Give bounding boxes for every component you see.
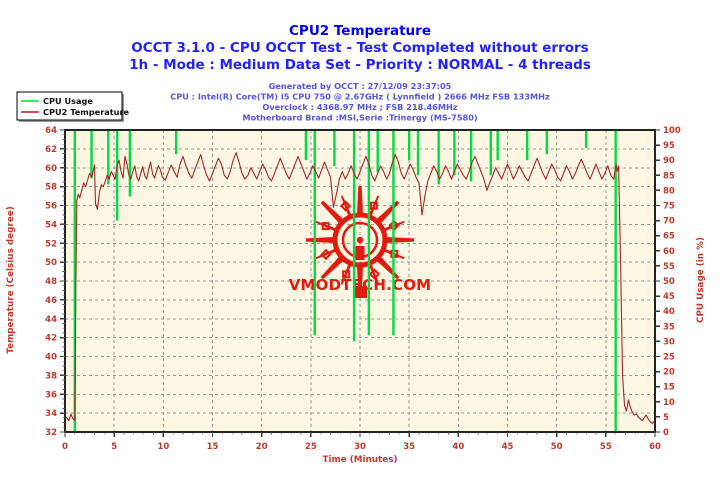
y-axis-left-tick: 54 [45,220,57,230]
y-axis-left-tick: 40 [45,353,57,363]
x-axis-tick: 15 [207,442,219,452]
y-axis-right-tick: 85 [663,171,675,181]
y-axis-left-tick: 52 [45,239,57,249]
y-axis-left-tick: 60 [45,164,57,174]
y-axis-left: 32 34 36 38 40 42 44 46 48 50 52 54 56 58 60 62 64 [45,126,65,438]
y-axis-left-tick: 44 [45,315,57,325]
y-axis-right-tick: 20 [663,368,675,378]
y-axis-right-tick: 55 [663,262,675,272]
y-axis-right-tick: 15 [663,383,675,393]
y-axis-right-tick: 95 [663,141,675,151]
y-axis-left-tick: 56 [45,202,57,212]
y-axis-right-tick: 75 [663,202,675,212]
info-generated: Generated by OCCT : 27/12/09 23:37:05 [269,81,452,91]
watermark: VMODTECH.COM [289,186,432,298]
legend-label: CPU Usage [43,96,93,106]
y-axis-left-tick: 48 [45,277,57,287]
y-axis-right-title: CPU Usage (in %) [696,237,706,323]
y-axis-right-tick: 65 [663,232,675,242]
y-axis-left-tick: 38 [45,371,57,381]
y-axis-left-tick: 36 [45,390,57,400]
y-axis-right-tick: 70 [663,217,675,227]
y-axis-right-tick: 80 [663,186,675,196]
y-axis-right-tick: 10 [663,398,675,408]
x-axis-tick: 60 [649,442,661,452]
legend-label: CPU2 Temperature [43,107,130,117]
y-axis-right-tick: 50 [663,277,675,287]
y-axis-left-tick: 50 [45,258,57,268]
x-axis-tick: 10 [157,442,169,452]
y-axis-left-tick: 34 [45,409,57,419]
y-axis-right-tick: 30 [663,337,675,347]
info-motherboard: Motherboard Brand :MSI,Serie :Trinergy (… [242,113,478,123]
x-axis-tick: 20 [256,442,268,452]
subtitle-test-config: 1h - Mode : Medium Data Set - Priority :… [129,57,591,73]
x-axis-tick: 40 [452,442,464,452]
y-axis-right-tick: 100 [663,126,681,136]
x-axis-tick: 45 [502,442,514,452]
x-axis-tick: 5 [111,442,117,452]
y-axis-right-tick: 5 [663,413,669,423]
watermark-text: VMODTECH.COM [289,276,432,294]
y-axis-left-tick: 64 [45,126,57,136]
y-axis-right-tick: 60 [663,247,675,257]
y-axis-left-tick: 42 [45,334,57,344]
y-axis-right-tick: 40 [663,307,675,317]
x-axis-tick: 30 [354,442,366,452]
y-axis-left-tick: 46 [45,296,57,306]
y-axis-right-tick: 35 [663,322,675,332]
info-overclock: Overclock : 4368.97 MHz ; FSB 218.46MHz [262,102,458,112]
y-axis-right-tick: 0 [663,428,669,438]
y-axis-left-tick: 62 [45,145,57,155]
y-axis-left-title: Temperature (Celsius degree) [6,206,16,353]
y-axis-right-tick: 25 [663,353,675,363]
grid-lines [65,129,655,433]
x-axis: 0 5 10 15 20 25 30 35 40 45 50 55 60 [62,432,661,452]
x-axis-tick: 55 [600,442,612,452]
x-axis-title: Time (Minutes) [323,455,398,465]
x-axis-tick: 35 [403,442,415,452]
subtitle-test-status: OCCT 3.1.0 - CPU OCCT Test - Test Comple… [131,40,588,56]
y-axis-right-tick: 45 [663,292,675,302]
y-axis-right-tick: 90 [663,156,675,166]
y-axis-left-tick: 32 [45,428,57,438]
x-axis-tick: 25 [305,442,317,452]
y-axis-left-tick: 58 [45,183,57,193]
y-axis-right: 0 5 10 15 20 25 30 35 40 45 50 55 60 65 70 75 80 85 90 95 10… [655,126,681,438]
x-axis-tick: 0 [62,442,68,452]
x-axis-tick: 50 [551,442,563,452]
info-cpu: CPU : Intel(R) Core(TM) i5 CPU 750 @ 2.6… [170,92,550,102]
series-cpu2-temperature [64,152,656,425]
page-title: CPU2 Temperature [289,23,431,39]
